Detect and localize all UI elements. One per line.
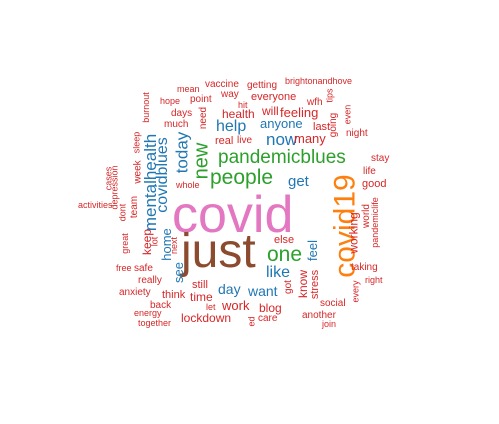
word-back: back — [150, 300, 172, 311]
word-free: free — [116, 263, 132, 273]
word-lockdown: lockdown — [181, 311, 232, 325]
word-stay: stay — [371, 153, 390, 164]
word-life: life — [363, 166, 376, 177]
word-live: live — [237, 135, 253, 146]
word-together: together — [138, 318, 172, 328]
word-great: great — [119, 233, 130, 254]
word-new: new — [190, 142, 213, 180]
word-ed: ed — [246, 316, 257, 327]
word-want: want — [248, 283, 278, 299]
word-working: working — [346, 212, 361, 254]
word-today: today — [172, 131, 192, 174]
word-else: else — [274, 234, 295, 246]
word-vaccine: vaccine — [205, 79, 239, 90]
word-need: need — [198, 106, 210, 130]
word-stress: stress — [309, 269, 322, 300]
word-care: care — [258, 313, 278, 324]
word-safe: safe — [134, 263, 153, 274]
word-everyone: everyone — [251, 91, 297, 103]
word-will: will — [262, 104, 279, 118]
word-every: every — [350, 280, 361, 303]
word-help: help — [216, 118, 247, 135]
word-wfh: wfh — [307, 97, 323, 108]
word-know: know — [296, 269, 311, 299]
word-brightonandhove: brightonandhove — [285, 76, 353, 86]
word-feel: feel — [304, 240, 320, 261]
word-blog: blog — [259, 301, 282, 315]
word-activities: activities — [78, 200, 113, 210]
word-sleep: sleep — [131, 131, 142, 154]
word-think: think — [162, 289, 186, 301]
word-get: get — [288, 173, 309, 190]
word-much: much — [164, 119, 189, 130]
word-pandemicblues: pandemicblues — [218, 147, 346, 168]
word-people: people — [210, 166, 274, 189]
word-team: team — [129, 195, 141, 219]
word-hope: hope — [160, 96, 181, 106]
word-join: join — [322, 319, 337, 329]
word-next: next — [169, 236, 180, 255]
word-even: even — [342, 104, 353, 125]
word-let: let — [206, 302, 216, 312]
word-energy: energy — [134, 308, 162, 318]
word-good: good — [362, 178, 387, 190]
word-just: just — [181, 225, 256, 278]
word-anxiety: anxiety — [119, 287, 151, 298]
word-taking: taking — [351, 262, 378, 273]
word-going: going — [328, 112, 340, 138]
word-health: health — [222, 107, 255, 121]
word-way: way — [221, 89, 239, 100]
word-time: time — [190, 290, 213, 304]
word-whole: whole — [176, 180, 200, 190]
word-still: still — [192, 279, 208, 291]
word-really: really — [138, 275, 162, 286]
word-getting: getting — [247, 80, 278, 91]
word-covidblues: covidblues — [153, 137, 171, 213]
word-mean: mean — [177, 84, 200, 94]
word-one: one — [267, 243, 303, 266]
word-day: day — [218, 281, 241, 297]
word-point: point — [190, 94, 212, 105]
word-see: see — [170, 262, 186, 283]
word-pandemiclife: pandemiclife — [369, 197, 380, 248]
word-cases: cases — [103, 166, 114, 191]
word-like: like — [266, 264, 291, 281]
word-work: work — [222, 298, 250, 313]
word-many: many — [294, 131, 326, 146]
word-social: social — [320, 298, 346, 309]
word-tips: tips — [324, 88, 335, 103]
word-days: days — [171, 108, 193, 119]
word-week: week — [132, 160, 144, 184]
word-night: night — [346, 128, 368, 139]
word-anyone: anyone — [260, 116, 303, 131]
word-lot: lot — [149, 236, 160, 247]
word-dont: dont — [117, 203, 128, 222]
word-got: got — [282, 280, 294, 294]
word-another: another — [302, 310, 336, 321]
word-right: right — [365, 275, 383, 285]
word-covid: covid — [172, 186, 294, 244]
word-hit: hit — [238, 100, 248, 110]
word-feeling: feeling — [280, 105, 319, 120]
word-last: last — [313, 121, 331, 133]
word-real: real — [215, 135, 234, 147]
word-now: now — [266, 130, 298, 149]
word-burnout: burnout — [140, 92, 151, 123]
